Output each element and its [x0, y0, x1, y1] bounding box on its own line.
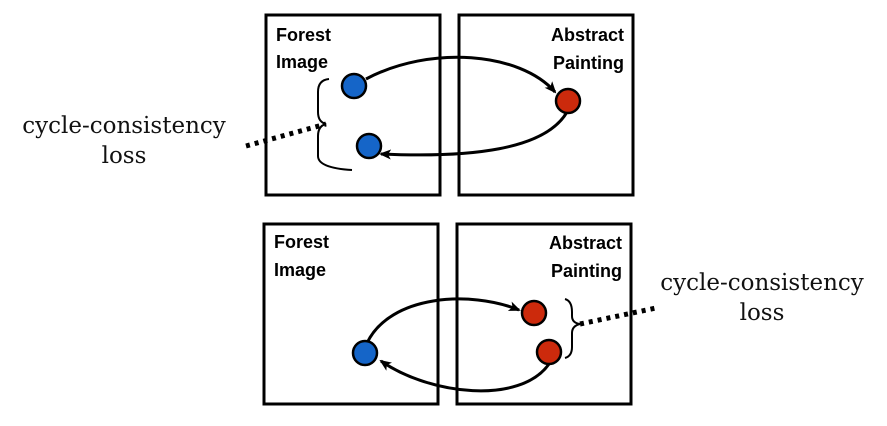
top-painting-label-line2: Painting — [553, 53, 624, 73]
top-panel: Forest Image Abstract Painting cycle-con… — [22, 13, 635, 197]
bottom-panel: Forest Image Abstract Painting cycle-con… — [262, 222, 864, 406]
top-loss-label-line2: loss — [102, 143, 147, 169]
bottom-painting-label-line1: Abstract — [549, 233, 622, 253]
bottom-painting-point-reconstructed — [535, 338, 563, 366]
bottom-painting-label-line2: Painting — [551, 261, 622, 281]
top-painting-label-line1: Abstract — [551, 25, 624, 45]
bottom-forest-point — [351, 339, 379, 367]
bottom-abstract-painting-box — [455, 222, 633, 406]
top-painting-point — [554, 87, 582, 115]
top-abstract-painting-box — [457, 13, 635, 197]
bottom-loss-brace — [564, 298, 581, 359]
bottom-backward-arrow — [379, 359, 551, 393]
bottom-loss-label-line1: cycle-consistency — [660, 270, 864, 296]
top-forest-point-original — [340, 72, 368, 100]
top-forest-label-line1: Forest — [276, 25, 331, 45]
top-loss-label-line1: cycle-consistency — [22, 113, 226, 139]
bottom-forest-image-box — [262, 222, 440, 406]
bottom-forest-label-line2: Image — [274, 260, 326, 280]
bottom-painting-point-original — [520, 299, 548, 327]
bottom-loss-dotted-line — [579, 305, 657, 327]
top-forest-image-box — [264, 13, 442, 197]
top-forward-arrow — [365, 55, 557, 94]
top-forest-point-reconstructed — [355, 132, 383, 160]
top-loss-dotted-line — [245, 121, 327, 149]
bottom-loss-label-line2: loss — [740, 300, 785, 326]
top-backward-arrow — [379, 111, 569, 160]
bottom-forest-label-line1: Forest — [274, 232, 329, 252]
bottom-forward-arrow — [365, 297, 521, 344]
top-forest-label-line2: Image — [276, 52, 328, 72]
